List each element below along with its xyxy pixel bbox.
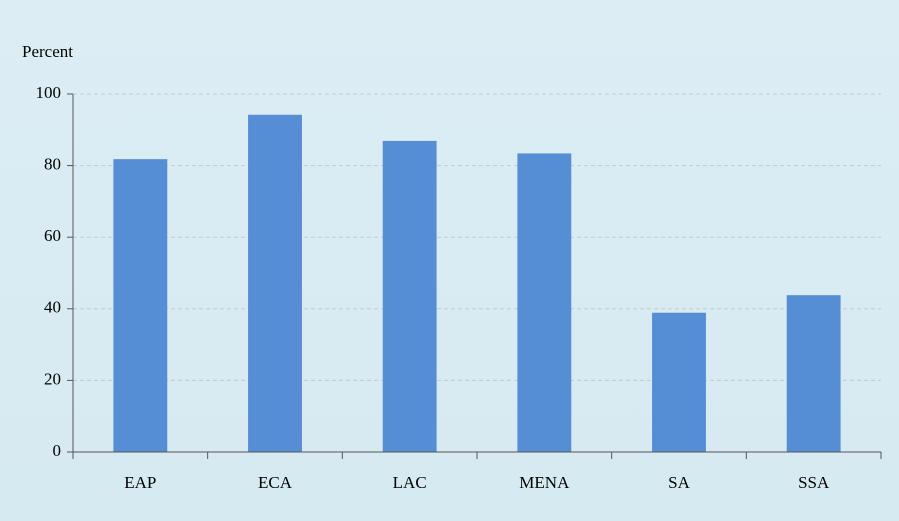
bar [517, 153, 572, 453]
bar [248, 114, 302, 452]
y-tick-label: 100 [36, 83, 62, 102]
bar [382, 140, 437, 452]
bar [652, 312, 706, 452]
y-tick-label: 60 [44, 226, 61, 245]
x-tick-label: SSA [798, 473, 830, 492]
x-tick-label: EAP [124, 473, 156, 492]
x-tick-label: ECA [258, 473, 293, 492]
bar [786, 295, 841, 452]
x-tick-label: LAC [393, 473, 427, 492]
y-axis-label: Percent [22, 42, 73, 61]
bar [113, 159, 168, 452]
y-tick-label: 40 [44, 298, 61, 317]
y-tick-label: 20 [44, 369, 61, 388]
x-tick-label: SA [668, 473, 690, 492]
y-tick-label: 80 [44, 155, 61, 174]
y-tick-label: 0 [53, 441, 62, 460]
x-tick-label: MENA [519, 473, 570, 492]
